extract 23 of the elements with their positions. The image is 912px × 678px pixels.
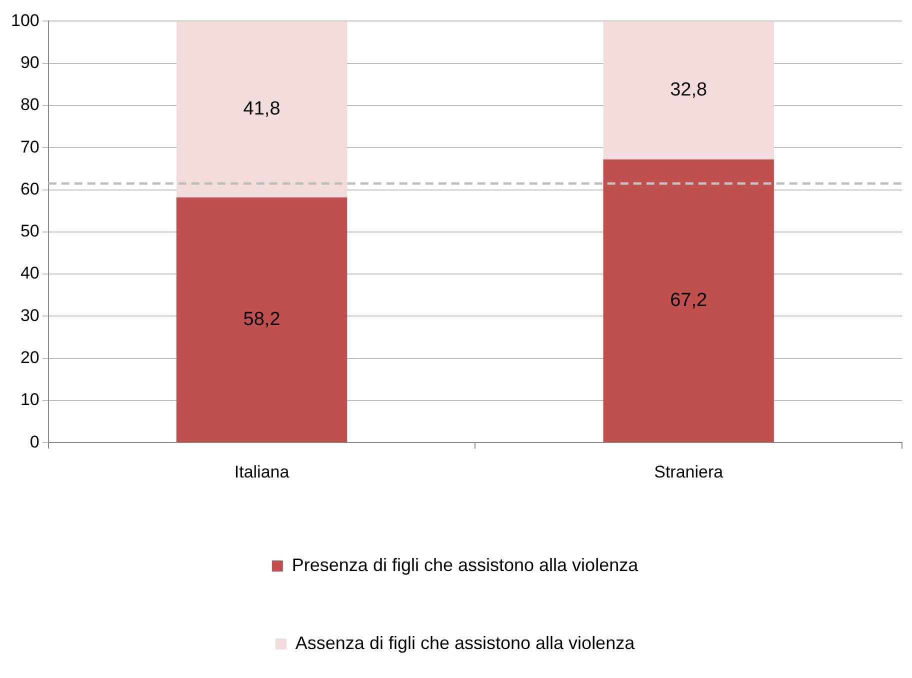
y-tick-label: 80 <box>20 95 40 114</box>
bar <box>176 21 348 198</box>
bar <box>603 159 774 442</box>
data-label: 41,8 <box>243 98 280 120</box>
y-tick-label: 90 <box>20 53 40 72</box>
y-tick-label: 100 <box>10 10 40 30</box>
legend-label: Assenza di figli che assistono alla violenza <box>295 632 636 653</box>
y-tick-label: 10 <box>20 390 40 410</box>
y-tick-label: 40 <box>20 264 40 283</box>
y-tick-label: 0 <box>30 432 40 452</box>
y-tick-label: 30 <box>20 306 40 325</box>
data-label: 32,8 <box>670 80 708 101</box>
y-tick-label: 20 <box>20 348 40 368</box>
x-tick-label: Straniera <box>654 462 724 482</box>
data-label: 58,2 <box>243 308 280 330</box>
data-label: 67,2 <box>670 290 708 311</box>
y-tick-label: 50 <box>20 222 40 241</box>
bar <box>603 21 774 160</box>
legend-label: Presenza di figli che assistono alla violenza <box>292 554 640 575</box>
y-tick-label: 60 <box>20 179 40 198</box>
y-tick-label: 70 <box>20 137 40 156</box>
x-tick-label: Italiana <box>234 462 290 482</box>
bar <box>176 197 348 442</box>
